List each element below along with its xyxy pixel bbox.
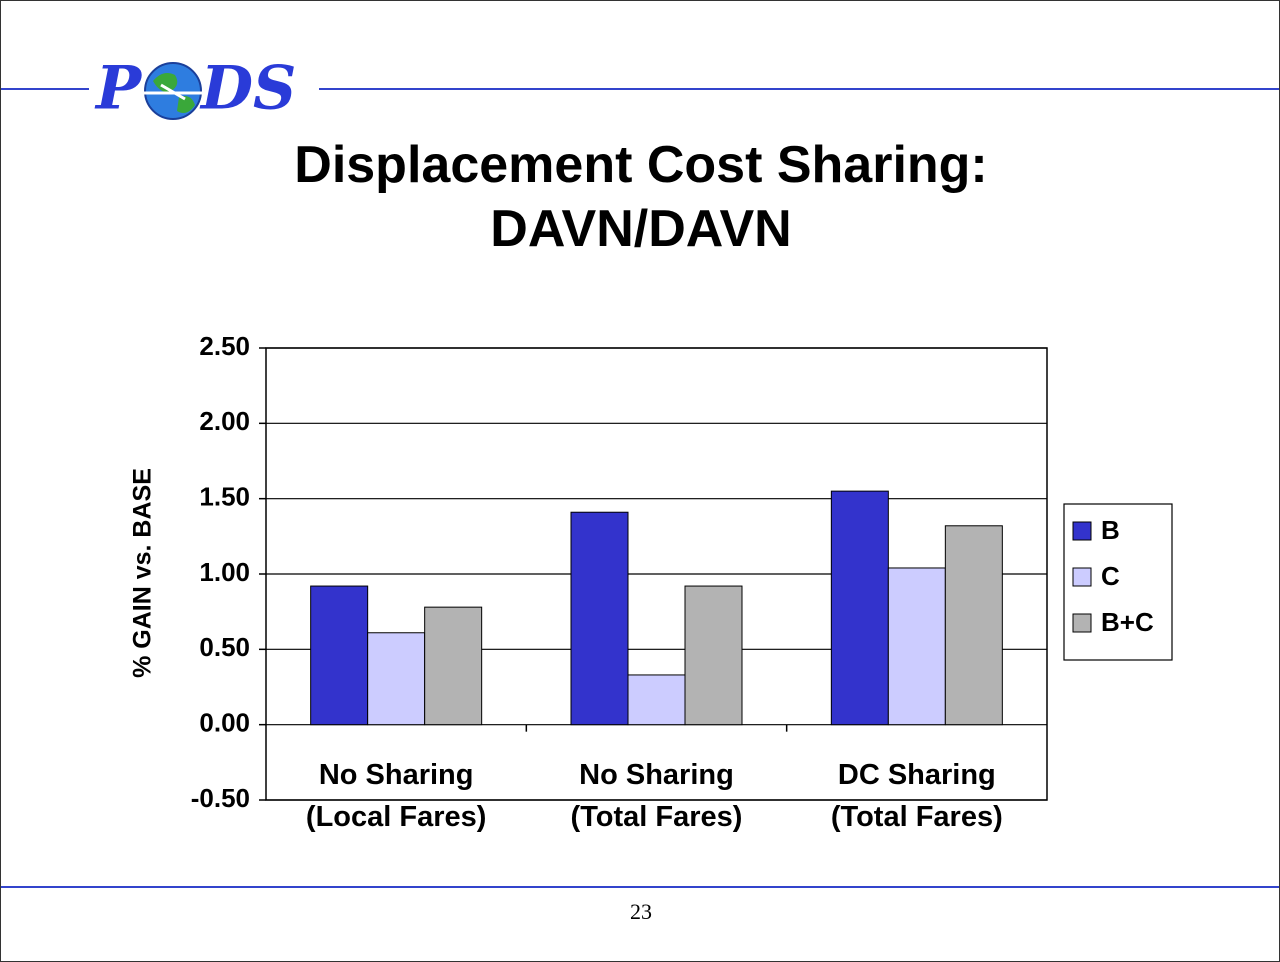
bar [627,674,686,726]
legend-label: C [1101,561,1120,591]
y-tick-label: -0.50 [191,783,250,813]
y-tick-label: 2.50 [199,331,250,361]
page-number: 23 [630,899,652,924]
bar [887,567,946,726]
legend-label: B [1101,515,1120,545]
x-tick-label: DC Sharing (Total Fares) [830,759,1003,833]
y-tick-label: 0.00 [199,708,250,738]
logo-text: DS [199,54,296,124]
y-tick-label: 1.50 [199,482,250,512]
logo-bg [89,51,319,127]
legend-swatch [1072,521,1092,541]
legend-swatch [1072,567,1092,587]
logo-globe [141,62,205,120]
legend-swatch [1072,613,1092,633]
bar [684,585,743,726]
bar [424,606,483,726]
x-tick-label: No Sharing (Local Fares) [305,759,487,833]
bar [944,525,1003,726]
bar [310,585,369,726]
y-axis-label: % GAIN vs. BASE [129,468,157,678]
bar [570,511,629,726]
logo-text: P [94,54,143,124]
bar [830,490,889,726]
x-tick-label: No Sharing (Total Fares) [570,759,743,833]
chart-title: Displacement Cost Sharing: DAVN/DAVN [294,136,988,258]
bar [367,632,426,726]
y-tick-label: 1.00 [199,557,250,587]
y-tick-label: 2.00 [199,406,250,436]
legend-label: B+C [1101,607,1154,637]
y-tick-label: 0.50 [199,632,250,662]
